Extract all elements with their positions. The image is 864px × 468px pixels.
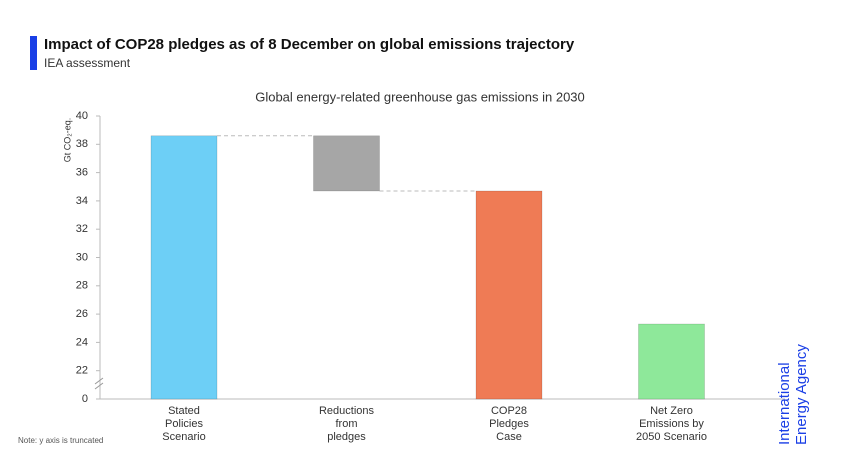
- x-tick-label: COP28 Pledges Case: [489, 405, 529, 443]
- axis-break: [94, 377, 104, 385]
- title: Impact of COP28 pledges as of 8 December…: [44, 36, 575, 53]
- y-tick-label: 26: [76, 308, 88, 320]
- y-tick-label: 0: [82, 393, 88, 405]
- y-tick-label: 28: [76, 280, 88, 292]
- bar: [150, 135, 218, 400]
- subtitle: IEA assessment: [44, 56, 131, 70]
- title-accent: [30, 36, 37, 70]
- y-tick-label: 34: [76, 195, 88, 207]
- y-tick-label: 38: [76, 138, 88, 150]
- y-tick-label: 24: [76, 336, 88, 348]
- chart-title: Global energy-related greenhouse gas emi…: [255, 89, 585, 104]
- y-tick-label: 22: [76, 365, 88, 377]
- bar: [313, 135, 380, 192]
- x-tick-label: Reductions from pledges: [318, 405, 375, 443]
- y-tick-label: 32: [76, 223, 88, 235]
- x-tick-label: Stated Policies Scenario: [162, 405, 206, 443]
- bar: [638, 323, 705, 400]
- y-tick-label: 40: [76, 110, 88, 122]
- bar: [475, 190, 543, 400]
- axis-break: [94, 382, 104, 390]
- y-axis-label: Gt CO₂-eq.: [62, 118, 72, 163]
- note: Note: y axis is truncated: [18, 436, 104, 445]
- y-tick-label: 36: [76, 167, 88, 179]
- y-tick-label: 30: [76, 251, 88, 263]
- x-tick-label: Net Zero Emissions by 2050 Scenario: [636, 405, 707, 443]
